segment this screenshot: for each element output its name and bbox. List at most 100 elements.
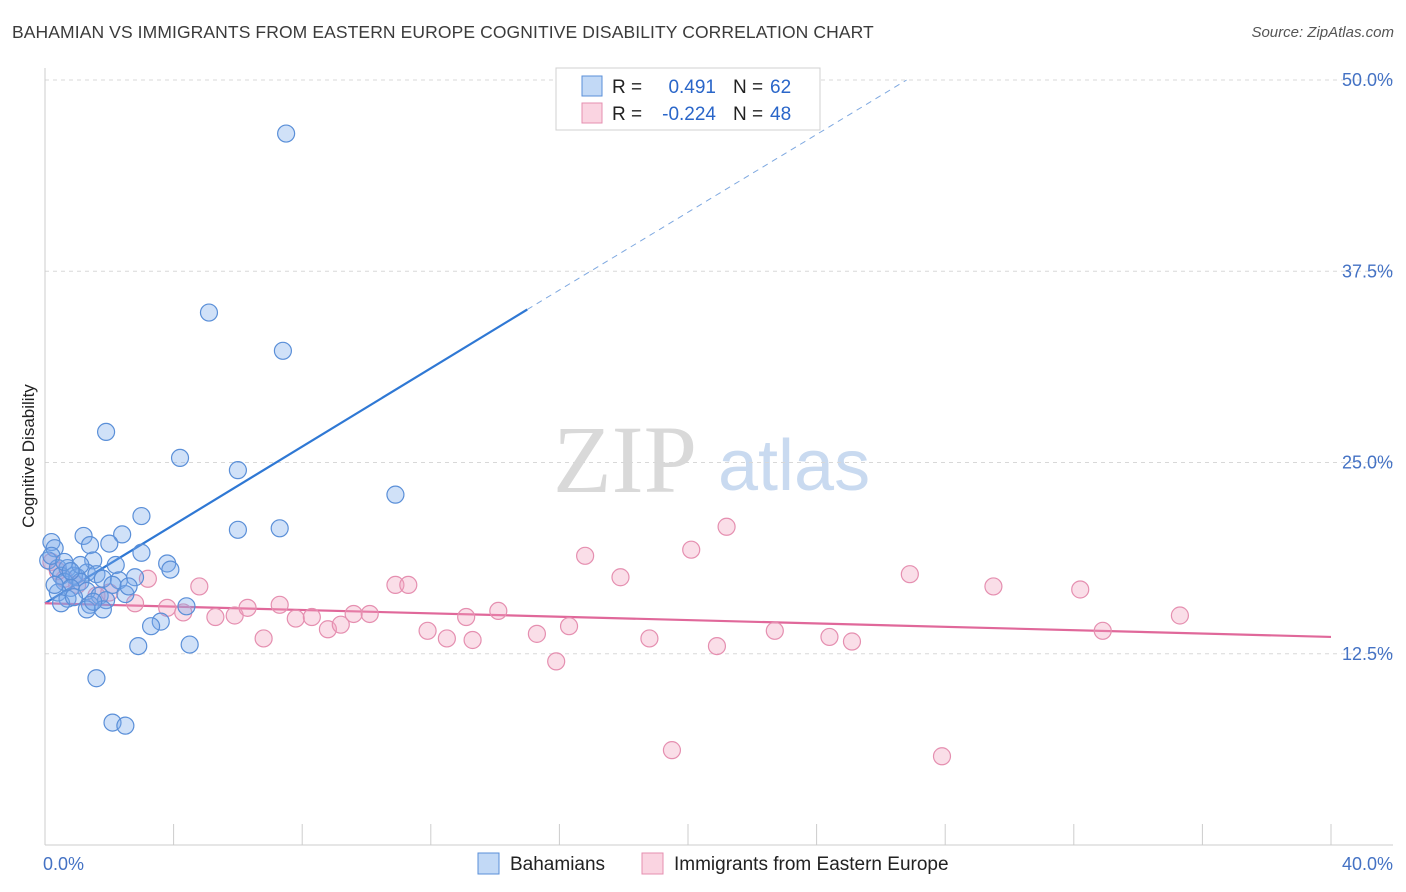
trendline-eastern-europe (44, 602, 1332, 639)
point-eastern-europe (1093, 621, 1112, 640)
point-eastern-europe (576, 546, 595, 565)
point-eastern-europe (1071, 580, 1090, 599)
point-bahamians (228, 461, 247, 480)
point-eastern-europe (547, 652, 566, 671)
point-eastern-europe (437, 629, 456, 648)
point-bahamians (199, 303, 219, 322)
point-eastern-europe (682, 540, 701, 559)
point-bahamians (87, 669, 106, 688)
y-axis-label: Cognitive Disability (19, 384, 38, 528)
point-eastern-europe (559, 617, 579, 636)
point-bahamians (141, 617, 161, 636)
source-label: Source: ZipAtlas.com (1251, 24, 1394, 41)
legend-r-label-1: R = (612, 77, 642, 98)
legend-r-value-1: 0.491 (668, 77, 716, 98)
legend-n-label-1: N = (733, 77, 763, 98)
watermark-zip: ZIP (553, 406, 697, 513)
point-bahamians (177, 597, 196, 616)
grid-lines (45, 79, 1393, 655)
legend-n-value-2: 48 (770, 104, 791, 125)
point-bahamians (103, 575, 122, 595)
point-eastern-europe (900, 565, 919, 584)
point-eastern-europe (270, 595, 289, 614)
point-eastern-europe (254, 629, 273, 648)
point-eastern-europe (360, 604, 379, 624)
point-bahamians (170, 448, 190, 468)
point-eastern-europe (463, 630, 482, 650)
point-eastern-europe (717, 517, 736, 536)
point-eastern-europe (386, 575, 405, 595)
point-bahamians (87, 565, 106, 584)
y-tick-label: 37.5% (1342, 261, 1393, 281)
bottom-legend-label-2: Immigrants from Eastern Europe (674, 854, 949, 875)
point-bahamians (277, 124, 296, 143)
point-bahamians (132, 543, 151, 562)
bottom-legend-swatch-pink (641, 852, 664, 875)
point-bahamians (161, 560, 180, 579)
legend-n-value-1: 62 (770, 77, 791, 98)
point-bahamians (151, 612, 170, 631)
point-eastern-europe (527, 624, 546, 643)
point-bahamians (80, 536, 100, 555)
point-bahamians (116, 716, 135, 735)
y-tick-label: 25.0% (1342, 453, 1393, 473)
point-eastern-europe (765, 621, 784, 640)
point-eastern-europe (190, 577, 209, 596)
point-eastern-europe (662, 741, 682, 760)
scatter-points (39, 124, 1189, 766)
legend-r-value-2: -0.224 (662, 104, 716, 125)
point-bahamians (119, 577, 138, 596)
point-eastern-europe (302, 607, 321, 627)
trendline-bahamians (44, 308, 528, 605)
point-bahamians (55, 552, 74, 572)
point-bahamians (270, 519, 289, 538)
bottom-legend-label-1: Bahamians (510, 854, 605, 875)
point-bahamians (273, 341, 293, 360)
point-eastern-europe (206, 607, 225, 627)
point-bahamians (58, 589, 77, 608)
point-eastern-europe (286, 609, 305, 628)
point-bahamians (96, 422, 116, 441)
point-bahamians (93, 600, 112, 619)
legend-n-label-2: N = (733, 104, 763, 125)
legend-r-label-2: R = (612, 104, 642, 125)
point-eastern-europe (707, 636, 727, 656)
point-bahamians (84, 592, 103, 611)
point-eastern-europe (611, 568, 630, 587)
point-eastern-europe (399, 575, 418, 595)
point-bahamians (74, 526, 93, 546)
point-eastern-europe (331, 615, 350, 634)
point-bahamians (45, 575, 64, 595)
point-bahamians (100, 534, 119, 553)
point-bahamians (132, 506, 151, 526)
point-eastern-europe (1170, 606, 1189, 625)
point-eastern-europe (125, 594, 145, 613)
point-eastern-europe (457, 607, 476, 627)
axes: 12.5% 25.0% 37.5% 50.0% 0.0% 40.0% (43, 68, 1393, 874)
point-eastern-europe (842, 632, 862, 651)
point-eastern-europe (418, 621, 437, 640)
bottom-legend-swatch-blue (477, 852, 500, 875)
point-eastern-europe (640, 629, 659, 648)
point-bahamians (64, 588, 84, 607)
point-bahamians (106, 555, 125, 575)
x-tick-label: 0.0% (43, 854, 84, 874)
point-eastern-europe (489, 601, 508, 621)
trendline-bahamians-extension (526, 79, 907, 310)
x-tick-label: 40.0% (1342, 854, 1393, 874)
point-bahamians (228, 520, 247, 539)
point-eastern-europe (984, 577, 1003, 596)
stats-legend: R = 0.491 N = 62 R = -0.224 N = 48 (555, 67, 821, 131)
point-eastern-europe (932, 747, 952, 766)
point-bahamians (61, 562, 80, 581)
series-legend: Bahamians Immigrants from Eastern Europe (477, 852, 949, 875)
point-bahamians (129, 636, 148, 656)
legend-swatch-blue (581, 75, 603, 97)
point-eastern-europe (344, 604, 363, 624)
chart-title: BAHAMIAN VS IMMIGRANTS FROM EASTERN EURO… (12, 22, 874, 42)
point-bahamians (386, 485, 405, 504)
point-bahamians (113, 525, 132, 544)
legend-swatch-pink (581, 102, 603, 124)
watermark-atlas: atlas (718, 426, 870, 506)
